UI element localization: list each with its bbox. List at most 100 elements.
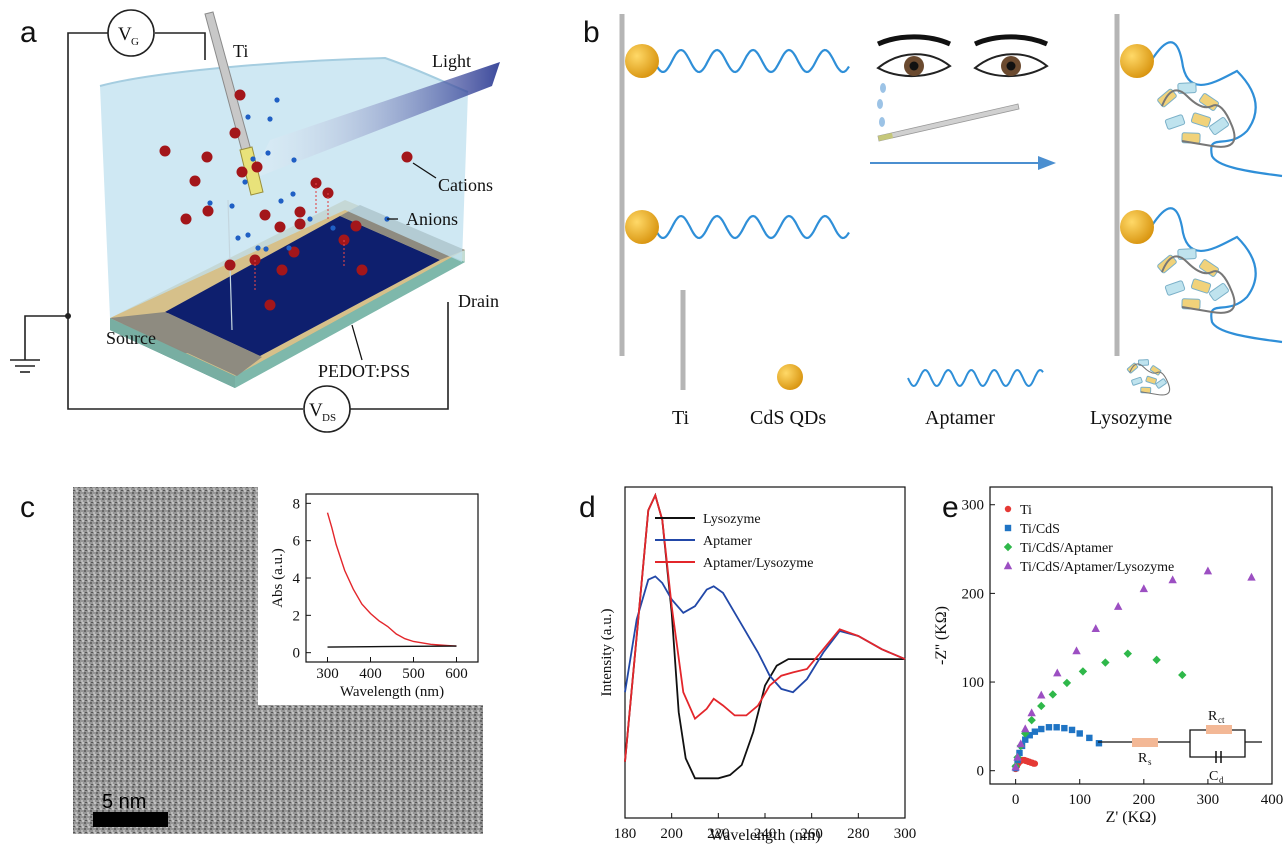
rct-resistor [1206, 725, 1232, 734]
cation-dot [224, 259, 236, 271]
lysozyme-helix [1149, 365, 1162, 376]
lysozyme-coil [1161, 89, 1236, 148]
legend-entry: Ti/CdS/Aptamer [1020, 541, 1113, 556]
x-axis-label: Z' (KΩ) [1106, 809, 1157, 826]
legend-cds-label: CdS QDs [750, 407, 826, 429]
anion-dot [255, 245, 261, 251]
bound-aptamer-strand [1150, 41, 1283, 178]
pedot-leader [351, 324, 363, 361]
light-beam [250, 62, 500, 180]
nyquist-point-triangle [1168, 575, 1177, 584]
x-tick-label: 260 [800, 826, 823, 842]
pedot-label: PEDOT:PSS [318, 361, 410, 381]
anion-dot [274, 97, 280, 103]
nyquist-point-square [1031, 728, 1039, 735]
cd-series-aptamer-lysozyme [624, 492, 906, 762]
cds-qd-particle [625, 44, 659, 78]
panel-c: c 5 nm 300 400 500 600 0 2 4 6 8 Wavelength (nm) A… [20, 487, 483, 834]
y-tick-label: 0 [293, 646, 301, 662]
lysozyme-helix [1190, 278, 1212, 294]
nyquist-point-triangle [1072, 646, 1081, 655]
x-tick-label: 500 [402, 666, 425, 682]
aptamer-strand [653, 48, 850, 74]
ti-wire-sampler [877, 103, 1020, 142]
drain-label: Drain [458, 291, 499, 311]
reaction-arrow [870, 156, 1056, 170]
cd-subscript: d [1219, 775, 1224, 785]
nyquist-point-triangle [1247, 572, 1256, 581]
cation-dot [202, 205, 214, 217]
nyquist-point-triangle [1016, 739, 1025, 748]
anion-dot [245, 232, 251, 238]
nyquist-point-triangle [1203, 566, 1213, 575]
inset-x-axis-label: Wavelength (nm) [340, 684, 444, 700]
scale-bar-label: 5 nm [102, 791, 146, 813]
y-tick-label: 0 [977, 764, 985, 780]
nyquist-point-square [1026, 732, 1033, 739]
bound-aptamer-strand [1150, 207, 1283, 344]
cation-dot [274, 221, 286, 233]
pedot-pss-channel [165, 216, 440, 356]
cds-qd-particle [625, 210, 659, 244]
nyquist-point-square [1053, 724, 1060, 731]
cation-dot [236, 166, 248, 178]
nyquist-point-triangle [1027, 708, 1036, 717]
anion-dot [290, 191, 296, 197]
rct-label: R [1208, 709, 1218, 724]
lysozyme-helix [1209, 117, 1229, 135]
y-tick-label: 4 [293, 571, 301, 587]
x-tick-label: 0 [1012, 792, 1020, 808]
x-tick-label: 280 [847, 826, 870, 842]
cation-dot [159, 145, 171, 157]
y-tick-label: 8 [293, 496, 301, 512]
anion-dot [267, 116, 273, 122]
nyquist-point-diamond [1021, 729, 1030, 738]
ti-label: Ti [233, 41, 248, 61]
legend-lysozyme-icon [1126, 359, 1171, 396]
inset-absorbance-chart: 300 400 500 600 0 2 4 6 8 Wavelength (nm) Abs (a.u… [270, 493, 479, 700]
cation-dot [201, 151, 213, 163]
nyquist-point-circle [1031, 760, 1039, 767]
lysozyme-helix [1164, 114, 1186, 130]
cation-dot [264, 299, 276, 311]
lysozyme-helix [1137, 359, 1150, 367]
legend-entry: Aptamer [703, 534, 752, 549]
cation-dot [356, 264, 368, 276]
anion-dot [229, 203, 235, 209]
anion-dot [286, 245, 292, 251]
vds-meter: V DS [303, 385, 351, 433]
nyquist-point-triangle [1053, 668, 1062, 677]
panel-b-label: b [583, 16, 600, 49]
cation-dot [189, 175, 201, 187]
nyquist-point-triangle [1113, 601, 1123, 610]
cation-dot [401, 151, 413, 163]
rs-subscript: s [1148, 757, 1152, 767]
legend-entry: Ti/CdS/Aptamer/Lysozyme [1020, 560, 1174, 575]
cation-dot [276, 264, 288, 276]
x-tick-label: 300 [316, 666, 339, 682]
cation-dot [350, 220, 362, 232]
nyquist-point-square [1038, 725, 1045, 733]
plot-frame [624, 486, 906, 819]
nyquist-point-diamond [1101, 658, 1110, 667]
inset-series-0 [326, 512, 457, 647]
nyquist-point-square [1095, 740, 1103, 747]
y-tick-label: 300 [962, 498, 985, 514]
cd-series-lysozyme [624, 492, 905, 780]
x-tick-label: 220 [707, 826, 730, 842]
nyquist-point-diamond [1062, 678, 1072, 688]
nyquist-point-square [1068, 726, 1076, 734]
legend-cds-icon [777, 364, 803, 390]
cation-dot [259, 209, 271, 221]
x-tick-label: 300 [894, 826, 917, 842]
rs-resistor [1132, 738, 1158, 747]
anion-dot [307, 216, 313, 222]
x-tick-label: 300 [1197, 792, 1220, 808]
cation-dot [251, 161, 263, 173]
x-tick-label: 200 [660, 826, 683, 842]
scale-bar [93, 812, 168, 827]
legend-marker [1004, 524, 1012, 532]
nyquist-point-triangle [1037, 690, 1046, 699]
anion-dot [278, 198, 284, 204]
